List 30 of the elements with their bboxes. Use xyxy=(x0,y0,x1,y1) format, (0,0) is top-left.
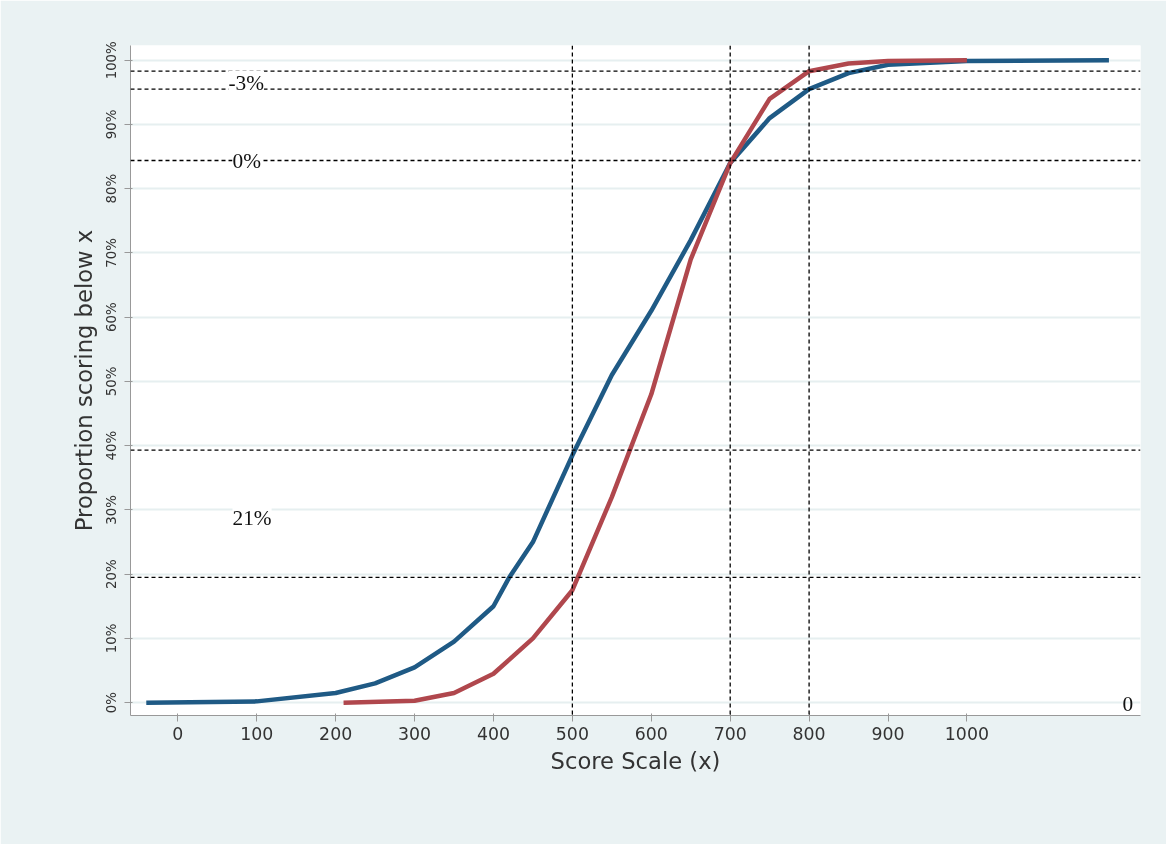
y-tick-label: 90% xyxy=(104,109,120,140)
annotation: 0% xyxy=(232,148,262,173)
x-tick-label: 800 xyxy=(792,723,826,744)
x-axis-title: Score Scale (x) xyxy=(550,747,721,774)
x-tick-label: 0 xyxy=(172,723,184,744)
x-tick-label: 400 xyxy=(476,723,511,744)
y-tick-label: 60% xyxy=(104,302,120,333)
x-tick-label: 1000 xyxy=(944,723,989,744)
y-tick-label: 80% xyxy=(104,173,120,204)
annotation: -3% xyxy=(228,70,265,95)
x-tick-label: 900 xyxy=(871,723,905,744)
y-tick-label: 10% xyxy=(104,623,120,654)
y-tick-label: 100% xyxy=(104,41,120,80)
y-tick-label: 20% xyxy=(104,559,120,589)
x-tick-label: 600 xyxy=(634,723,668,744)
x-tick-label: 100 xyxy=(240,723,274,744)
x-tick-label: 700 xyxy=(713,723,747,744)
y-tick-label: 0% xyxy=(104,692,120,714)
line-series xyxy=(341,58,970,705)
annotation: 0 xyxy=(1122,691,1134,716)
x-tick-label: 200 xyxy=(319,723,353,744)
y-tick-label: 70% xyxy=(104,238,120,268)
x-tick-label: 300 xyxy=(398,723,432,744)
y-tick-label: 40% xyxy=(104,430,120,461)
x-tick-label: 500 xyxy=(555,723,589,744)
annotation: 21% xyxy=(232,505,272,530)
y-tick-label: 50% xyxy=(104,366,120,397)
y-tick-label: 30% xyxy=(104,495,120,525)
line-series xyxy=(144,58,1112,705)
y-axis-title: Proportion scoring below x xyxy=(70,229,97,532)
